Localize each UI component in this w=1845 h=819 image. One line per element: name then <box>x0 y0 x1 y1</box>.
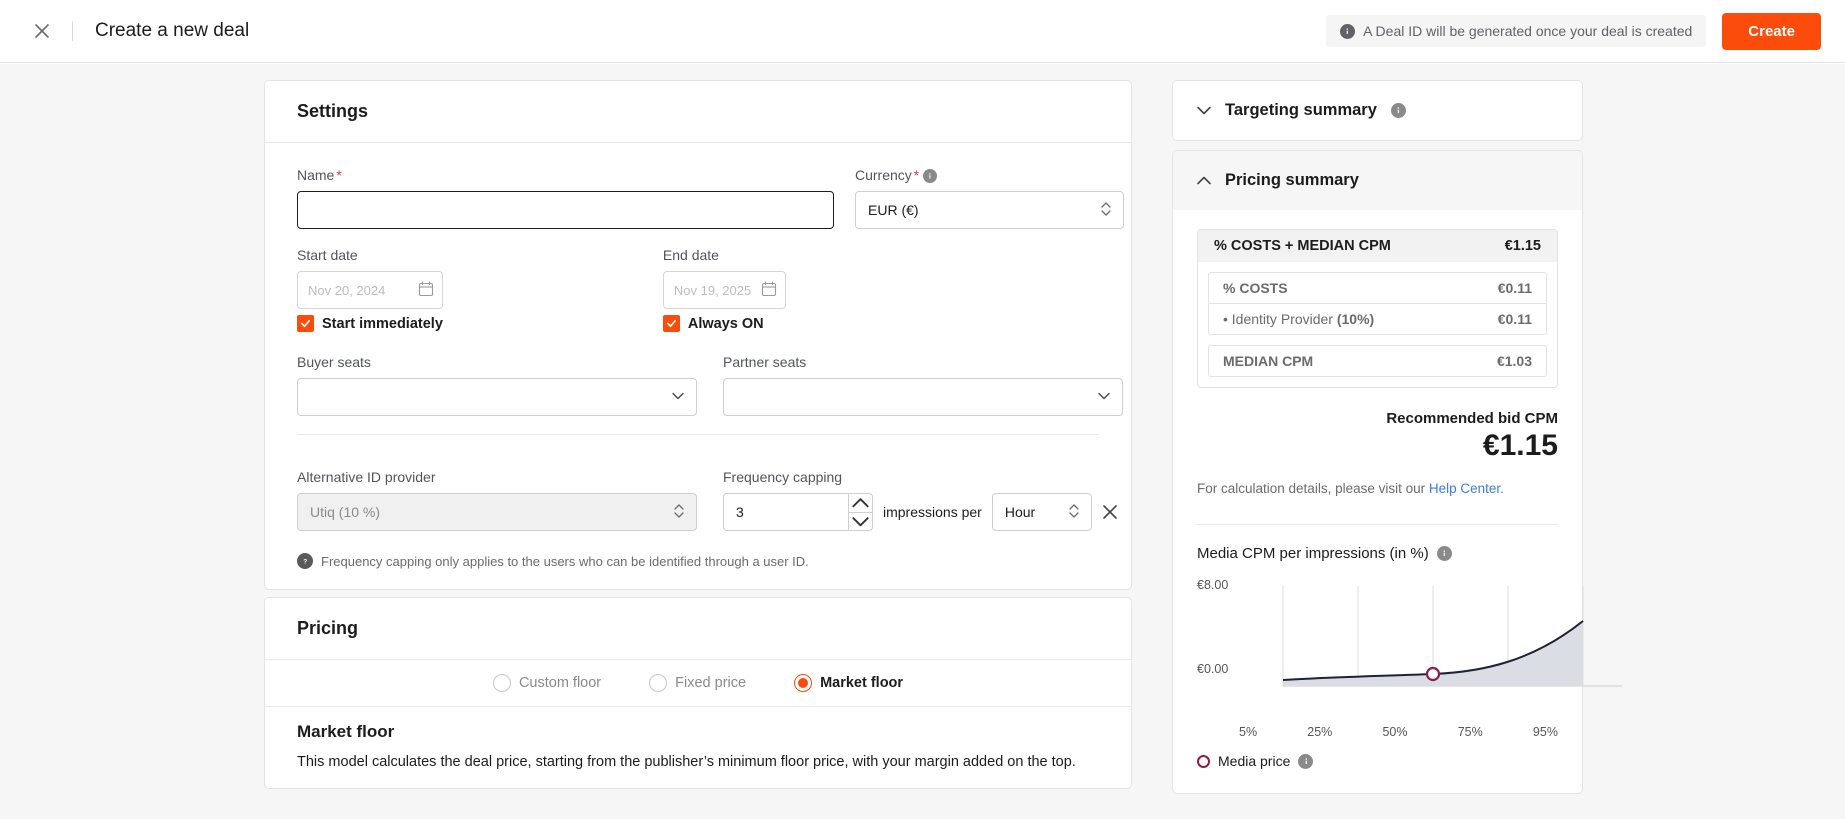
svg-text:?: ? <box>303 559 307 566</box>
